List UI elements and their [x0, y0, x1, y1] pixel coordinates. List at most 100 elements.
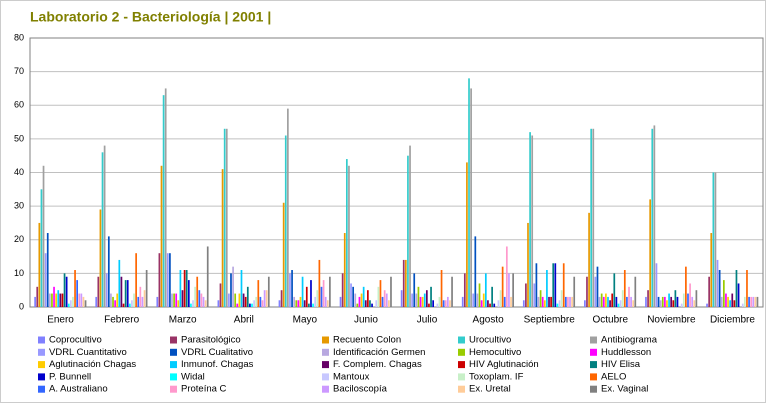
- legend-swatch: [322, 361, 329, 369]
- y-tick-label: 10: [14, 268, 24, 278]
- bar: [718, 270, 721, 307]
- bar: [263, 290, 266, 307]
- bar: [82, 296, 85, 307]
- bar: [135, 253, 137, 307]
- y-tick-label: 0: [19, 301, 24, 311]
- bar: [535, 263, 538, 307]
- bar: [175, 293, 178, 307]
- bar: [651, 128, 654, 307]
- bar: [223, 128, 226, 307]
- bar: [303, 300, 306, 307]
- bar: [383, 290, 386, 307]
- bar: [543, 300, 546, 307]
- bar: [95, 296, 98, 307]
- bar: [546, 270, 548, 307]
- bar: [388, 300, 390, 307]
- bar: [137, 296, 140, 307]
- bar: [590, 128, 593, 307]
- bar: [133, 293, 135, 307]
- bar: [225, 128, 228, 307]
- bar: [51, 293, 53, 307]
- bar: [474, 236, 477, 307]
- bar: [261, 300, 264, 307]
- bar: [691, 296, 694, 307]
- bar: [657, 296, 660, 307]
- bar: [103, 145, 106, 307]
- bar: [249, 303, 251, 307]
- x-tick-label: Noviembre: [647, 315, 696, 326]
- legend-label: Coprocultivo: [49, 335, 102, 346]
- bar: [493, 303, 496, 307]
- bar: [605, 293, 607, 307]
- bar: [217, 300, 220, 307]
- bar: [232, 266, 234, 307]
- bar: [619, 300, 622, 307]
- legend-swatch: [170, 361, 177, 369]
- bar: [324, 296, 327, 307]
- bar: [126, 280, 129, 307]
- bar: [442, 300, 445, 307]
- bar: [379, 280, 382, 307]
- bar: [626, 296, 628, 307]
- bar: [425, 290, 428, 307]
- bar: [569, 296, 571, 307]
- bar: [267, 276, 270, 307]
- bar: [369, 300, 371, 307]
- bar: [554, 263, 557, 307]
- bar: [562, 263, 565, 307]
- bar: [326, 300, 329, 307]
- bar: [206, 246, 209, 307]
- bar: [735, 270, 738, 307]
- bar: [385, 293, 388, 307]
- bar: [354, 293, 357, 307]
- bar: [611, 293, 614, 307]
- bar: [350, 283, 352, 307]
- legend-label: F. Complem. Chagas: [333, 359, 422, 370]
- bar: [122, 303, 125, 307]
- bar: [118, 259, 121, 307]
- bar: [623, 270, 626, 307]
- bar: [72, 296, 74, 307]
- legend-swatch: [458, 348, 465, 356]
- bar: [598, 296, 601, 307]
- x-tick-label: Enero: [47, 315, 74, 326]
- y-tick-label: 60: [14, 100, 24, 110]
- bar: [284, 135, 287, 307]
- legend-swatch: [170, 385, 177, 393]
- bar: [345, 159, 348, 307]
- bar: [112, 296, 114, 307]
- bar: [244, 296, 247, 307]
- bar: [400, 290, 403, 307]
- x-tick-label: Octubre: [593, 315, 629, 326]
- bar: [423, 293, 426, 307]
- bar: [34, 296, 36, 307]
- bar: [291, 270, 293, 307]
- legend-swatch: [38, 336, 45, 344]
- bar: [364, 300, 367, 307]
- bar: [164, 88, 167, 307]
- bar: [69, 300, 72, 307]
- bar: [97, 276, 100, 307]
- bar: [67, 303, 70, 307]
- bar: [120, 276, 123, 307]
- legend-label: HIV Elisa: [601, 359, 641, 370]
- x-tick-label: Mayo: [293, 315, 318, 326]
- bar: [238, 293, 241, 307]
- bar: [628, 286, 630, 307]
- y-tick-label: 50: [14, 133, 24, 143]
- bar: [293, 296, 296, 307]
- bar: [670, 296, 673, 307]
- legend-swatch: [38, 385, 45, 393]
- bar: [430, 286, 432, 307]
- bar: [282, 202, 285, 307]
- legend-swatch: [38, 348, 45, 356]
- bar: [63, 273, 66, 307]
- bar: [297, 300, 300, 307]
- bar: [438, 296, 441, 307]
- legend-swatch: [590, 348, 597, 356]
- bar: [358, 296, 361, 307]
- bar: [529, 132, 531, 307]
- bar: [375, 300, 378, 307]
- bar: [468, 78, 470, 307]
